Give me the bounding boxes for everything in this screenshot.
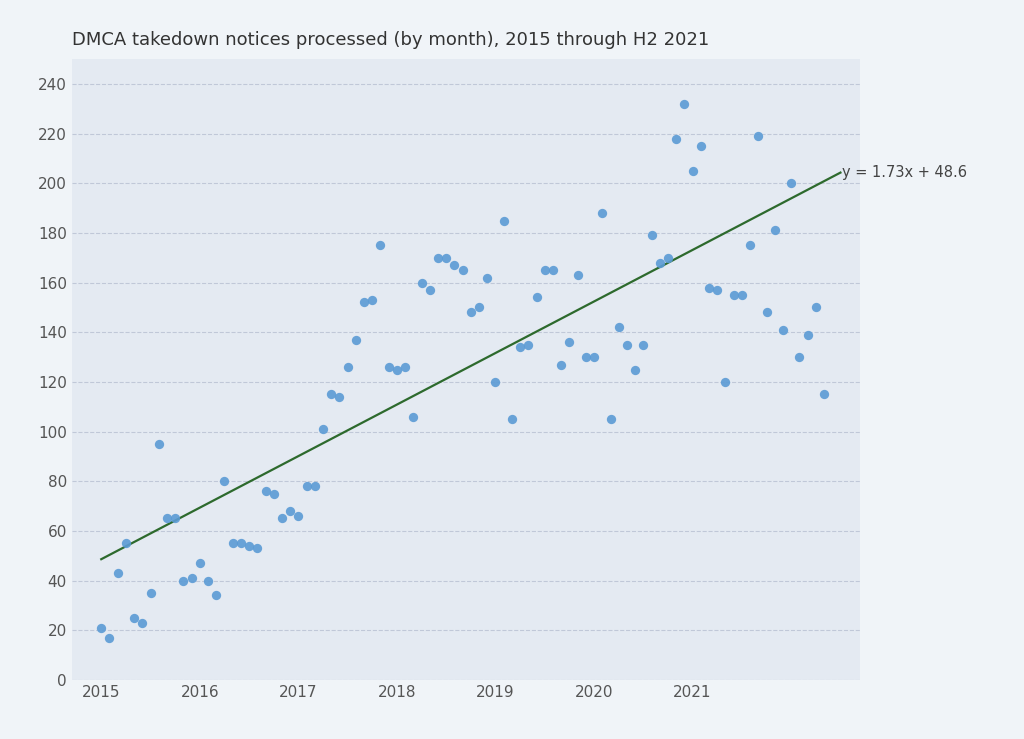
Point [175, 575, 191, 587]
Point [520, 338, 537, 350]
Point [734, 289, 751, 301]
Point [775, 324, 792, 336]
Point [446, 259, 463, 271]
Point [356, 296, 373, 308]
Point [767, 225, 783, 236]
Point [134, 617, 151, 629]
Point [717, 376, 733, 388]
Point [553, 358, 569, 370]
Point [676, 98, 692, 109]
Point [709, 284, 725, 296]
Point [808, 302, 824, 313]
Point [726, 289, 742, 301]
Point [110, 568, 126, 579]
Point [430, 252, 446, 264]
Point [578, 351, 594, 363]
Text: DMCA takedown notices processed (by month), 2015 through H2 2021: DMCA takedown notices processed (by mont… [72, 31, 709, 50]
Point [528, 292, 545, 304]
Point [792, 351, 808, 363]
Point [118, 537, 134, 549]
Point [406, 411, 422, 423]
Point [512, 341, 528, 353]
Point [569, 269, 586, 281]
Point [463, 307, 479, 319]
Point [602, 413, 618, 425]
Point [438, 252, 455, 264]
Point [241, 540, 257, 552]
Point [332, 391, 348, 403]
Point [93, 621, 110, 633]
Point [643, 230, 659, 242]
Point [381, 361, 397, 373]
Text: y = 1.73x + 48.6: y = 1.73x + 48.6 [843, 165, 968, 180]
Point [635, 338, 651, 350]
Point [323, 389, 339, 401]
Point [340, 361, 356, 373]
Point [273, 513, 290, 525]
Point [651, 257, 668, 269]
Point [800, 329, 816, 341]
Point [594, 207, 610, 219]
Point [347, 334, 364, 346]
Point [504, 413, 520, 425]
Point [586, 351, 602, 363]
Point [216, 475, 232, 487]
Point [257, 486, 273, 497]
Point [314, 423, 331, 435]
Point [759, 307, 775, 319]
Point [265, 488, 282, 500]
Point [741, 239, 758, 251]
Point [700, 282, 717, 293]
Point [561, 336, 578, 348]
Point [692, 140, 709, 152]
Point [422, 284, 438, 296]
Point [659, 252, 676, 264]
Point [816, 389, 833, 401]
Point [373, 239, 389, 251]
Point [208, 590, 224, 602]
Point [496, 214, 512, 226]
Point [101, 632, 118, 644]
Point [142, 587, 159, 599]
Point [751, 130, 767, 142]
Point [365, 294, 381, 306]
Point [479, 272, 496, 284]
Point [397, 361, 414, 373]
Point [282, 505, 298, 517]
Point [455, 265, 471, 276]
Point [545, 265, 561, 276]
Point [249, 542, 265, 554]
Point [610, 321, 627, 333]
Point [224, 537, 241, 549]
Point [471, 302, 487, 313]
Point [306, 480, 323, 492]
Point [290, 510, 306, 522]
Point [151, 438, 167, 450]
Point [783, 177, 800, 189]
Point [191, 557, 208, 569]
Point [232, 537, 249, 549]
Point [159, 513, 175, 525]
Point [684, 165, 700, 177]
Point [627, 364, 643, 375]
Point [487, 376, 504, 388]
Point [618, 338, 635, 350]
Point [414, 276, 430, 288]
Point [183, 572, 200, 584]
Point [167, 513, 183, 525]
Point [389, 364, 406, 375]
Point [200, 575, 216, 587]
Point [537, 265, 553, 276]
Point [298, 480, 314, 492]
Point [126, 612, 142, 624]
Point [668, 133, 684, 145]
